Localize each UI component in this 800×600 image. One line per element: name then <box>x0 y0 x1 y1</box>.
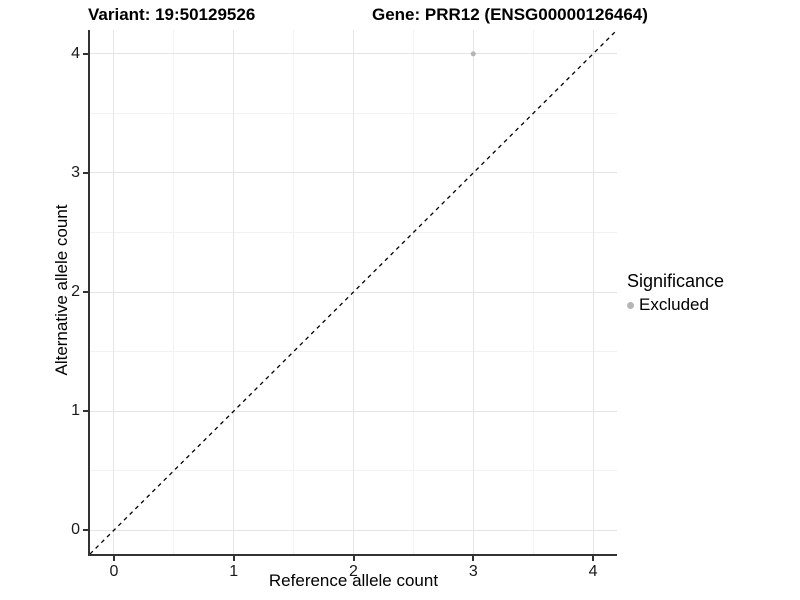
legend: Significance Excluded <box>627 271 724 315</box>
variant-title: Variant: 19:50129526 <box>88 5 256 24</box>
y-tick-label: 2 <box>71 283 80 300</box>
x-tick-label: 3 <box>468 563 478 580</box>
x-tick-mark <box>472 556 475 561</box>
major-gridline-horizontal <box>90 529 617 531</box>
y-tick-label: 1 <box>71 402 80 420</box>
x-tick-label: 4 <box>588 563 598 580</box>
x-tick-mark <box>592 556 595 561</box>
legend-item-label: Excluded <box>639 295 709 314</box>
x-tick-mark <box>352 556 355 561</box>
y-tick-mark <box>83 291 88 293</box>
legend-item-excluded: Excluded <box>627 295 724 315</box>
gene-title: Gene: PRR12 (ENSG00000126464) <box>372 5 648 24</box>
x-axis-title: Reference allele count <box>268 571 439 590</box>
y-tick-mark <box>83 52 88 55</box>
y-axis-line <box>88 30 90 556</box>
data-points <box>470 51 476 57</box>
y-tick-label: 3 <box>71 163 80 181</box>
y-tick-mark <box>83 171 88 174</box>
legend-title: Significance <box>627 271 725 291</box>
major-gridline-horizontal <box>90 53 617 55</box>
x-tick-mark <box>112 556 115 561</box>
x-tick-label: 2 <box>349 563 358 580</box>
plot-panel <box>90 30 617 554</box>
y-tick-mark <box>83 410 88 413</box>
x-tick-label: 1 <box>229 563 239 580</box>
y-tick-label: 4 <box>71 44 80 62</box>
identity-line <box>90 30 617 554</box>
excluded-point-icon <box>627 301 634 309</box>
x-tick-mark <box>232 556 235 561</box>
plot-overlay <box>90 30 617 554</box>
y-tick-mark <box>83 529 88 532</box>
x-tick-label: 0 <box>109 563 119 580</box>
x-axis-line <box>88 554 617 556</box>
data-point <box>470 51 476 57</box>
major-gridline-horizontal <box>90 172 617 174</box>
y-tick-label: 0 <box>71 521 80 539</box>
major-gridline-horizontal <box>90 410 617 412</box>
